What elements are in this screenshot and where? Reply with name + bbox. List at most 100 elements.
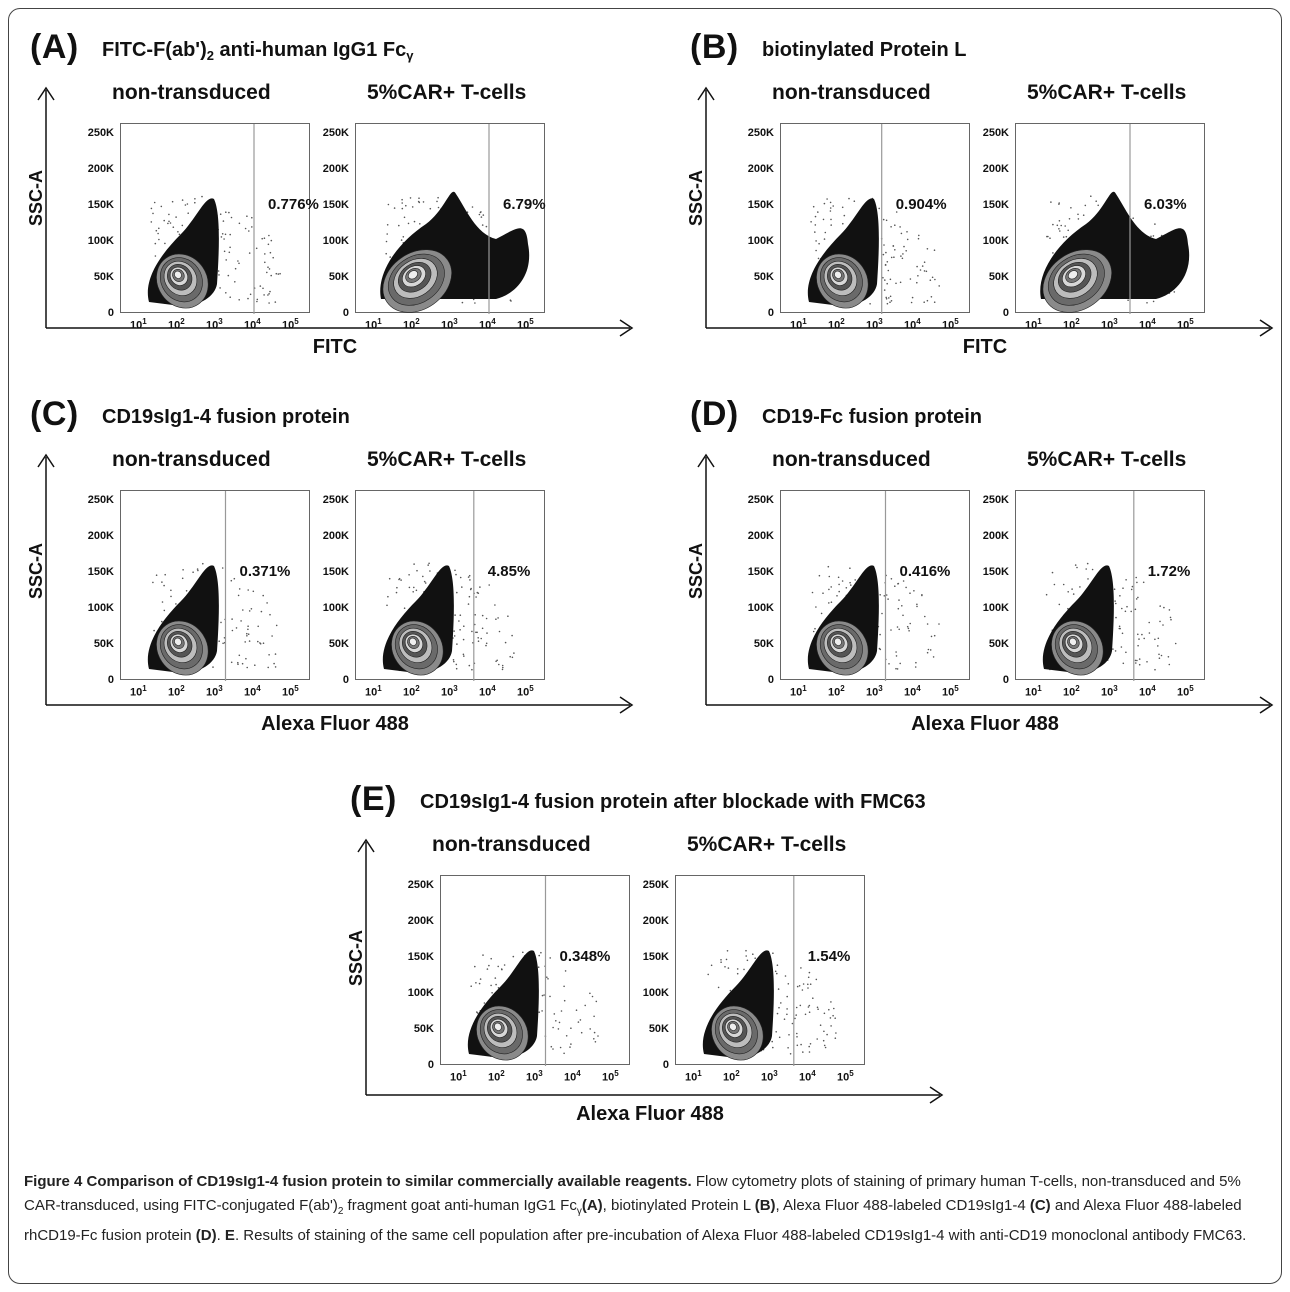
event-dot: [1047, 235, 1049, 238]
contour-plot: [702, 949, 837, 1061]
event-dot: [486, 968, 489, 970]
event-dot: [437, 196, 439, 199]
event-dot: [479, 978, 482, 980]
event-dot: [815, 240, 817, 242]
event-dot: [889, 278, 892, 281]
event-dot: [221, 567, 224, 569]
event-dot: [192, 571, 194, 573]
y-tick-label: 200K: [322, 530, 349, 542]
event-dot: [238, 588, 241, 590]
right-gate-percentage: 1.72%: [1147, 563, 1191, 580]
x-tick-label: 102: [403, 684, 420, 699]
event-dot: [417, 200, 420, 203]
event-dot: [885, 298, 888, 300]
event-dot: [878, 647, 881, 650]
event-dot: [1058, 203, 1060, 205]
event-dot: [1157, 645, 1159, 647]
event-dot: [274, 666, 277, 668]
event-dot: [495, 983, 497, 986]
event-dot: [274, 301, 277, 303]
x-tick-label: 101: [130, 684, 147, 699]
event-dot: [538, 1011, 540, 1013]
event-dot: [413, 586, 415, 589]
y-tick-label: 50K: [648, 1023, 669, 1035]
left-flow-plot: 0.416%: [780, 490, 970, 681]
event-dot: [495, 618, 497, 620]
event-dot: [835, 1032, 837, 1034]
y-tick-label: 150K: [87, 199, 114, 211]
event-dot: [1170, 618, 1172, 621]
panel-e: (E) CD19sIg1-4 fusion protein after block…: [346, 780, 950, 1155]
event-dot: [468, 595, 471, 598]
event-dot: [799, 1004, 802, 1007]
event-dot: [1095, 200, 1097, 202]
contour-ring: [729, 1022, 737, 1031]
event-dot: [934, 278, 936, 281]
event-dot: [885, 296, 887, 299]
event-dot: [889, 301, 891, 303]
event-dot: [538, 954, 540, 957]
event-dot: [795, 1014, 797, 1016]
event-dot: [1052, 223, 1054, 226]
x-tick-label: 104: [479, 684, 496, 699]
event-dot: [1121, 607, 1123, 610]
event-dot: [488, 584, 490, 586]
event-dot: [1135, 598, 1138, 600]
event-dot: [884, 264, 887, 266]
x-tick-label: 105: [942, 317, 959, 332]
y-tick-label: 50K: [328, 271, 349, 283]
event-dot: [816, 1006, 819, 1009]
event-dot: [229, 296, 231, 298]
event-dot: [247, 633, 250, 635]
event-dot: [917, 275, 919, 277]
event-dot: [401, 202, 403, 204]
event-dot: [822, 592, 824, 594]
event-dot: [1062, 236, 1065, 238]
event-dot: [798, 985, 801, 987]
event-dot: [429, 207, 432, 210]
y-tick-label: 50K: [988, 638, 1009, 650]
contour-plot: [1040, 191, 1190, 313]
event-dot: [386, 224, 389, 226]
event-dot: [883, 595, 886, 597]
event-dot: [1112, 648, 1114, 650]
event-dot: [168, 213, 170, 216]
event-dot: [888, 297, 890, 299]
y-axis-label: SSC-A: [26, 169, 46, 226]
event-dot: [926, 651, 929, 654]
event-dot: [402, 236, 405, 238]
event-dot: [228, 251, 231, 254]
event-dot: [248, 252, 251, 254]
event-dot: [155, 574, 158, 576]
event-dot: [275, 272, 278, 275]
event-dot: [479, 586, 481, 588]
event-dot: [537, 966, 540, 968]
event-dot: [161, 581, 163, 583]
event-dot: [775, 1031, 777, 1033]
event-dot: [185, 590, 188, 592]
event-dot: [252, 590, 255, 593]
event-dot: [849, 567, 851, 569]
event-dot: [251, 226, 253, 228]
x-tick-label: 101: [685, 1069, 702, 1084]
event-dot: [403, 216, 406, 219]
event-dot: [814, 627, 816, 630]
event-dot: [270, 239, 273, 242]
event-dot: [475, 982, 477, 984]
event-dot: [796, 1044, 799, 1047]
event-dot: [254, 664, 256, 666]
event-dot: [389, 256, 391, 258]
event-dot: [175, 603, 177, 605]
event-dot: [817, 211, 819, 213]
event-dot: [490, 957, 492, 960]
y-axis-label: SSC-A: [26, 542, 46, 599]
event-dot: [570, 1043, 572, 1045]
event-dot: [163, 609, 166, 612]
y-axis-label: SSC-A: [346, 930, 366, 987]
event-dot: [386, 604, 388, 607]
event-dot: [153, 629, 155, 632]
panel-title: CD19-Fc fusion protein: [762, 406, 983, 428]
event-dot: [152, 581, 154, 584]
contour-plot: [807, 565, 940, 676]
event-dot: [1163, 606, 1165, 609]
